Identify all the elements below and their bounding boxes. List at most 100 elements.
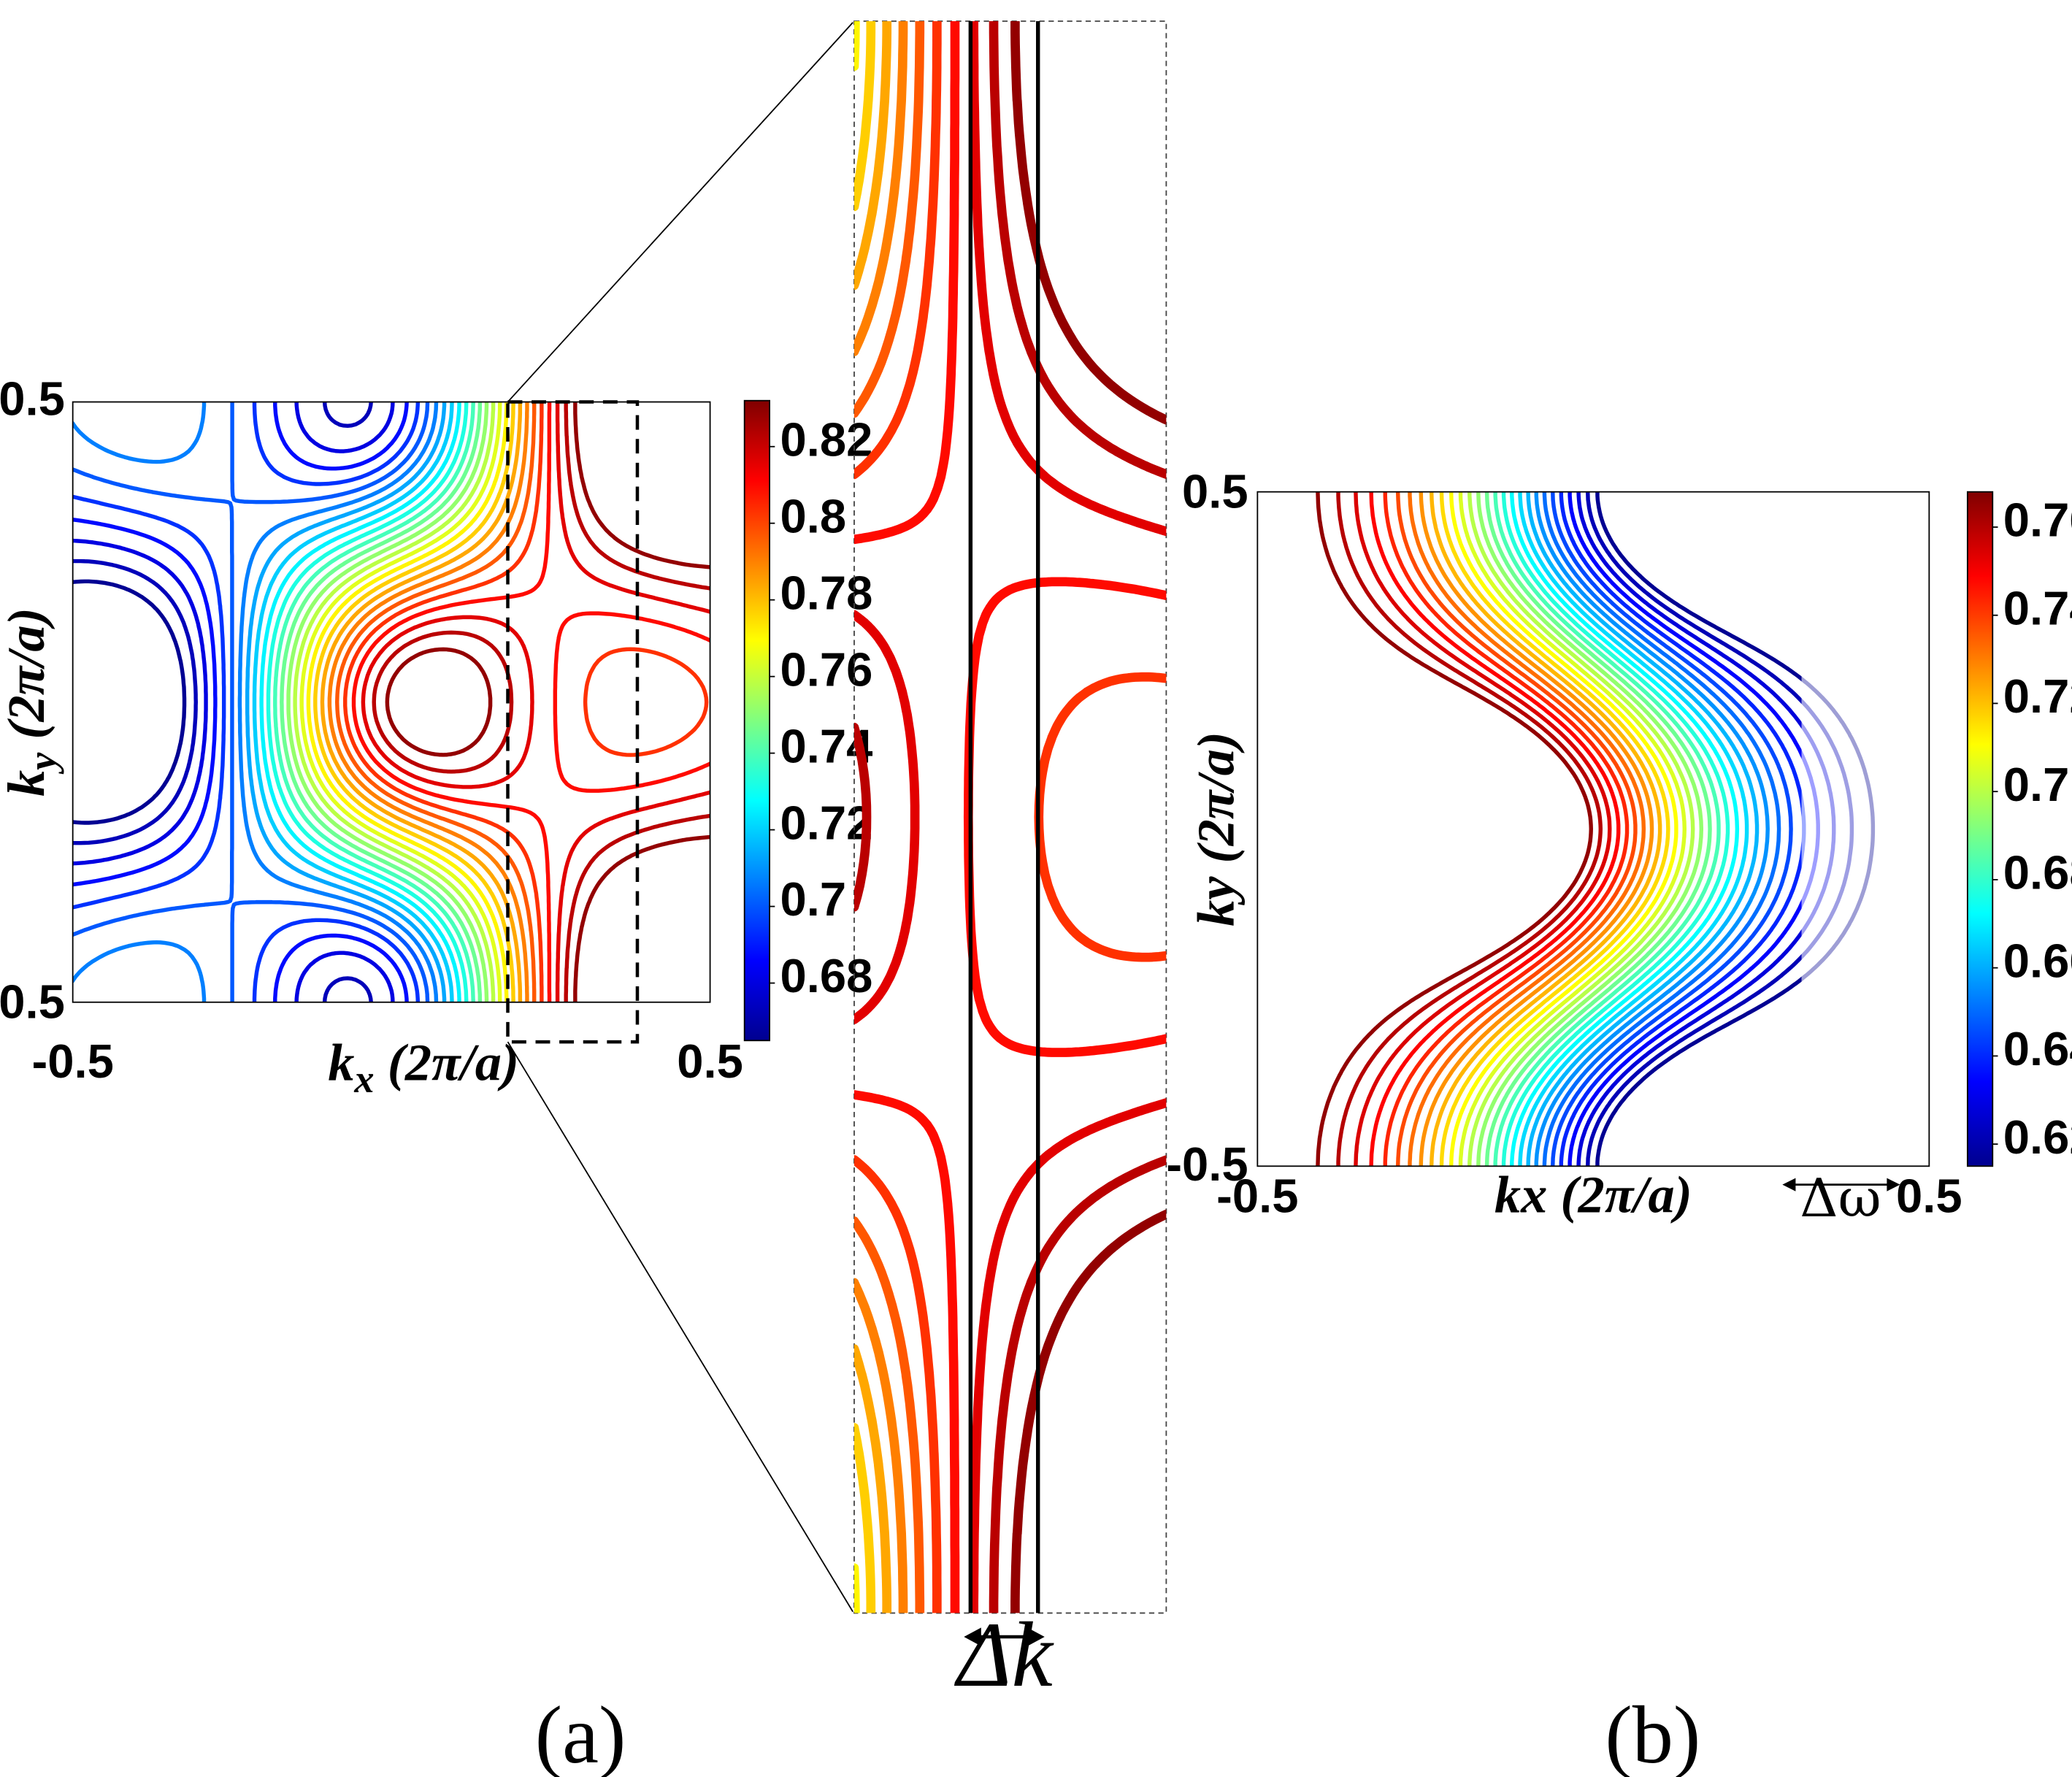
inset-contour-level	[853, 20, 1167, 1613]
contour-a-level	[266, 402, 469, 1002]
contour-b-level	[1419, 491, 1654, 1167]
delta-omega-arrowhead-left	[1782, 1178, 1796, 1191]
delta-omega-arrowhead-right	[1887, 1178, 1900, 1191]
contour-b-level	[1510, 491, 1740, 1167]
contour-a-level	[343, 402, 709, 1002]
colorbar-tick-label: 0.72	[2003, 669, 2072, 723]
a-ytick-top: 0.5	[0, 372, 65, 426]
a-xtick-left: -0.5	[32, 1035, 114, 1088]
colorbar-tick-label: 0.68	[780, 949, 873, 1002]
b-faded-region	[1801, 491, 1930, 1167]
colorbar-tick-label: 0.66	[2003, 934, 2072, 987]
inset-contour-level	[853, 20, 892, 1613]
colorbar-tick-label: 0.72	[780, 796, 873, 849]
contour-a-level	[299, 402, 502, 1002]
panel-b: 0.5 -0.5 -0.5 0.5 kx (2π/a) ky (2π/a) Δω…	[1166, 464, 2072, 1777]
a-xlabel: kx (2π/a)	[328, 1033, 519, 1101]
panel-a-label: (a)	[535, 1690, 626, 1777]
inset-contours	[853, 20, 1167, 1613]
contour-b-level	[1484, 491, 1712, 1167]
panel-b-label: (b)	[1605, 1690, 1700, 1777]
b-ytick-top: 0.5	[1182, 464, 1248, 518]
inset-frame	[853, 20, 1167, 1614]
colorbar-tick-label: 0.62	[2003, 1110, 2072, 1164]
a-colorbar-ticks: 0.820.80.780.760.740.720.70.68	[770, 412, 872, 1002]
delta-k-arrowhead-right	[1027, 1627, 1045, 1646]
a-xtick-right: 0.5	[677, 1035, 743, 1088]
contour-b-level	[1518, 491, 1749, 1167]
zoom-line-bottom	[507, 1041, 853, 1613]
a-ylabel: ky (2π/a)	[0, 607, 64, 797]
colorbar-tick-label: 0.7	[2003, 758, 2070, 811]
inset-contour-level	[853, 20, 860, 1613]
b-ylabel: ky (2π/a)	[1186, 732, 1246, 926]
colorbar-tick-label: 0.76	[780, 642, 873, 696]
b-xtick-right: 0.5	[1896, 1170, 1962, 1223]
contour-a-level	[72, 402, 421, 1002]
delta-omega-label: Δω	[1800, 1168, 1881, 1229]
contour-a-level	[327, 402, 529, 1002]
contour-a-level	[313, 402, 515, 1002]
contour-b-level	[1316, 491, 1593, 1167]
inset-contour-level	[1010, 20, 1167, 1613]
contour-a-level	[72, 402, 395, 1002]
colorbar-tick-label: 0.68	[2003, 846, 2072, 899]
colorbar-tick-label: 0.64	[2003, 1022, 2072, 1075]
b-ytick-bottom: -0.5	[1166, 1137, 1248, 1191]
colorbar-tick-label: 0.8	[780, 489, 847, 542]
contour-b-level	[1493, 491, 1721, 1167]
inset-contour-level	[853, 20, 876, 1613]
b-xtick-left: -0.5	[1216, 1170, 1298, 1223]
zoom-line-top	[507, 22, 853, 403]
plot-b-frame	[1256, 491, 1930, 1167]
contour-b-level	[1395, 491, 1638, 1167]
contour-b-level	[1429, 491, 1662, 1167]
contour-a-level	[273, 402, 475, 1002]
contour-a-level	[245, 402, 447, 1002]
contour-a-level	[259, 402, 461, 1002]
contour-a-level	[372, 402, 710, 1002]
contour-a-level	[72, 579, 187, 825]
a-colorbar	[743, 399, 770, 1042]
contour-b-level	[1534, 491, 1770, 1167]
colorbar-tick-label: 0.78	[780, 566, 873, 619]
contour-b-level	[1501, 491, 1730, 1167]
colorbar-tick-label: 0.74	[2003, 581, 2072, 634]
inset-contour-level	[853, 20, 1167, 1613]
contour-a-level	[280, 402, 483, 1002]
plot-a-frame	[72, 401, 711, 1003]
contour-b-level	[1467, 491, 1695, 1167]
contour-a-level	[385, 402, 710, 1002]
contour-a-level	[334, 402, 537, 1002]
panel-a: 0.5 -0.5 -0.5 0.5 kx (2π/a) ky (2π/a) 0.…	[0, 20, 1167, 1777]
contour-a-level	[361, 402, 710, 1002]
inset-contour-level	[853, 20, 1167, 1613]
contour-b-level	[1449, 491, 1678, 1167]
contour-b-level	[1369, 491, 1621, 1167]
contour-b-level	[1439, 491, 1670, 1167]
contour-a-level	[72, 402, 430, 1002]
contour-a-level	[72, 402, 439, 1002]
contour-a-level	[286, 402, 489, 1002]
contour-b-level	[1559, 491, 1806, 1167]
delta-k-arrowhead-left	[964, 1627, 981, 1646]
contour-b-level	[1383, 491, 1630, 1167]
contour-b-level	[1458, 491, 1687, 1167]
delta-k-label: Δk	[953, 1604, 1054, 1706]
colorbar-tick-label: 0.76	[2003, 494, 2072, 547]
contour-a-level	[252, 402, 454, 1002]
contour-a-level	[293, 402, 496, 1002]
contour-b-level	[1526, 491, 1760, 1167]
contour-a-level	[351, 402, 710, 1002]
contour-b-level	[1476, 491, 1704, 1167]
highlight-box	[506, 400, 640, 1044]
contour-a-level	[72, 402, 373, 1002]
b-colorbar-ticks: 0.76 0.74 0.72 0.7 0.68 0.66 0.64 0.62	[1992, 494, 2072, 1164]
b-xlabel: kx (2π/a)	[1494, 1165, 1692, 1224]
b-colorbar	[1966, 491, 1994, 1167]
inset-contour-level	[853, 20, 1167, 1613]
contour-b-level	[1551, 491, 1793, 1167]
colorbar-tick-label: 0.82	[780, 412, 873, 466]
contour-b-level	[1542, 491, 1781, 1167]
